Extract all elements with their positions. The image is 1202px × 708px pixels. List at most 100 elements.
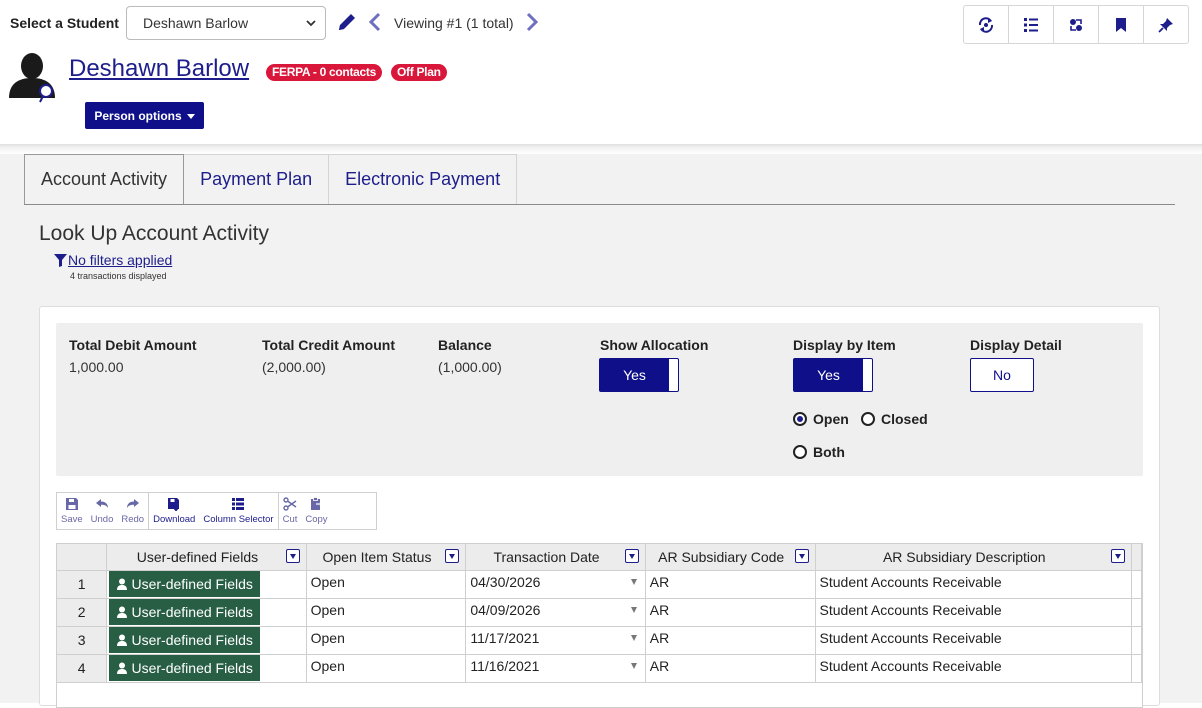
relationship-button[interactable] (1054, 6, 1099, 43)
display-detail-toggle[interactable]: No (970, 358, 1034, 392)
student-header: Select a Student Deshawn Barlow Viewing … (0, 0, 1202, 144)
dropdown-arrow-icon[interactable] (630, 578, 637, 585)
bookmark-button[interactable] (1099, 6, 1144, 43)
status-cell[interactable]: Open (306, 570, 467, 599)
cut-button[interactable]: Cut (279, 493, 302, 529)
user-edit-icon (116, 578, 127, 590)
row-number: 1 (57, 570, 108, 599)
redo-button[interactable]: Redo (117, 493, 148, 529)
code-cell[interactable]: AR (645, 626, 816, 655)
off-plan-badge[interactable]: Off Plan (391, 64, 447, 81)
table-row[interactable]: 3 User-defined Fields Open 11/17/2021 AR… (57, 626, 1142, 655)
status-cell[interactable]: Open (306, 598, 467, 627)
column-header-open-item-status[interactable]: Open Item Status (306, 544, 467, 571)
table-row[interactable]: 2 User-defined Fields Open 04/09/2026 AR… (57, 598, 1142, 627)
undo-label: Undo (90, 514, 114, 525)
date-cell[interactable]: 04/30/2026 (465, 570, 646, 599)
user-defined-fields-button[interactable]: User-defined Fields (109, 599, 261, 625)
column-filter-icon[interactable] (285, 549, 300, 563)
grid-toolbar: Save Undo Redo Download Column (56, 492, 377, 530)
table-row[interactable]: 1 User-defined Fields Open 04/30/2026 AR… (57, 570, 1142, 599)
copy-button[interactable]: Copy (301, 493, 331, 529)
header-divider (0, 144, 1202, 154)
balance-label: Balance (438, 337, 492, 353)
code-cell[interactable]: AR (645, 598, 816, 627)
display-by-item: Display by Item (793, 337, 896, 353)
ferpa-badge[interactable]: FERPA - 0 contacts (266, 64, 382, 81)
dropdown-arrow-icon[interactable] (630, 634, 637, 641)
table-row[interactable]: 4 User-defined Fields Open 11/16/2021 AR… (57, 654, 1142, 683)
column-selector-button[interactable]: Column Selector (199, 493, 277, 529)
dropdown-arrow-icon[interactable] (630, 606, 637, 613)
show-allocation-value: Yes (600, 359, 669, 391)
total-debit-value: 1,000.00 (69, 359, 124, 375)
list-button[interactable] (1009, 6, 1054, 43)
export-group: Download Column Selector (149, 493, 279, 529)
show-allocation-toggle[interactable]: Yes (599, 358, 679, 392)
undo-button[interactable]: Undo (87, 493, 118, 529)
display-by-item-label: Display by Item (793, 337, 896, 353)
download-button[interactable]: Download (149, 493, 199, 529)
description-cell[interactable]: Student Accounts Receivable (815, 654, 1132, 683)
pencil-icon[interactable] (336, 11, 358, 33)
code-cell[interactable]: AR (645, 654, 816, 683)
column-selector-label: Column Selector (203, 514, 274, 525)
tab-payment-plan[interactable]: Payment Plan (184, 154, 330, 205)
user-defined-fields-button[interactable]: User-defined Fields (109, 571, 261, 597)
column-header-ar-subsidiary-code[interactable]: AR Subsidiary Code (645, 544, 816, 571)
previous-student-arrow-icon[interactable] (368, 12, 382, 32)
sync-button[interactable] (964, 6, 1009, 43)
radio-open[interactable]: Open (793, 411, 849, 427)
column-filter-icon[interactable] (445, 549, 460, 563)
person-options-button[interactable]: Person options (85, 102, 204, 129)
status-cell[interactable]: Open (306, 626, 467, 655)
date-cell[interactable]: 11/17/2021 (465, 626, 646, 655)
date-value: 11/16/2021 (470, 657, 540, 674)
date-cell[interactable]: 04/09/2026 (465, 598, 646, 627)
date-value: 04/30/2026 (470, 573, 541, 590)
student-select[interactable]: Deshawn Barlow (126, 6, 326, 40)
relationship-icon (1070, 18, 1082, 31)
column-filter-icon[interactable] (794, 549, 809, 563)
description-cell[interactable]: Student Accounts Receivable (815, 598, 1132, 627)
column-header-ar-subsidiary-description[interactable]: AR Subsidiary Description (815, 544, 1132, 571)
dropdown-arrow-icon[interactable] (630, 662, 637, 669)
row-number: 3 (57, 626, 108, 655)
save-label: Save (61, 514, 83, 525)
student-avatar-icon[interactable] (8, 52, 56, 104)
next-student-arrow-icon[interactable] (525, 12, 539, 32)
radio-both[interactable]: Both (793, 444, 845, 460)
user-defined-fields-button[interactable]: User-defined Fields (109, 655, 261, 681)
code-cell[interactable]: AR (645, 570, 816, 599)
date-value: 04/09/2026 (470, 601, 541, 618)
display-by-item-toggle[interactable]: Yes (793, 358, 873, 392)
pin-button[interactable] (1144, 6, 1188, 43)
tab-electronic-payment[interactable]: Electronic Payment (329, 154, 518, 205)
tabs-divider (24, 204, 1175, 205)
overflow-cell (1131, 654, 1142, 683)
column-filter-icon[interactable] (624, 549, 639, 563)
user-defined-fields-button[interactable]: User-defined Fields (109, 627, 261, 653)
radio-closed[interactable]: Closed (861, 411, 928, 427)
column-filter-icon[interactable] (1110, 549, 1125, 563)
show-allocation: Show Allocation (600, 337, 708, 353)
tab-account-activity[interactable]: Account Activity (24, 154, 185, 205)
person-name-link[interactable]: Deshawn Barlow (69, 55, 250, 82)
column-header-overflow (1131, 544, 1142, 571)
row-number: 2 (57, 598, 108, 627)
status-cell[interactable]: Open (306, 654, 467, 683)
column-header-user-defined-fields[interactable]: User-defined Fields (106, 544, 307, 571)
date-cell[interactable]: 11/16/2021 (465, 654, 646, 683)
overflow-cell (1131, 626, 1142, 655)
filter-link[interactable]: No filters applied (54, 252, 172, 268)
description-cell[interactable]: Student Accounts Receivable (815, 570, 1132, 599)
column-title: AR Subsidiary Description (882, 548, 1046, 565)
save-button[interactable]: Save (57, 493, 87, 529)
column-title: Transaction Date (493, 548, 600, 565)
udf-button-label: User-defined Fields (131, 604, 253, 620)
download-icon (168, 498, 180, 511)
column-header-transaction-date[interactable]: Transaction Date (465, 544, 646, 571)
pin-icon (1158, 17, 1173, 33)
description-cell[interactable]: Student Accounts Receivable (815, 626, 1132, 655)
display-detail-value: No (993, 367, 1011, 383)
